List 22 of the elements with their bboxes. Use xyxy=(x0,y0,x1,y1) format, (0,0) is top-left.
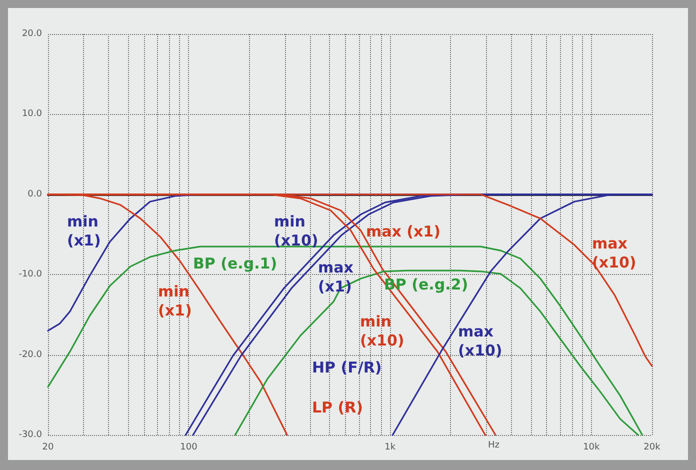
x-tick-label: 10k xyxy=(583,442,601,452)
x-tick-label: 100 xyxy=(180,442,198,452)
x-axis-title: Hz xyxy=(488,440,500,450)
x-tick-label: 20 xyxy=(42,442,54,452)
y-tick-label: 10.0 xyxy=(22,109,42,120)
y-tick-label: -10.0 xyxy=(18,270,42,280)
series-label: max (x10) xyxy=(458,322,502,360)
x-tick-label: 1k xyxy=(384,442,396,452)
series-label: max (x1) xyxy=(366,222,440,240)
annotation: HP (F/R) xyxy=(312,358,382,376)
y-tick-label: 20.0 xyxy=(22,29,42,39)
y-tick-label: -20.0 xyxy=(18,350,42,360)
series-label: min (x1) xyxy=(158,282,192,320)
series-label: min (x10) xyxy=(360,312,404,350)
series-label: BP (e.g.1) xyxy=(193,254,278,272)
x-tick-label: 20k xyxy=(644,442,662,452)
annotation: LP (R) xyxy=(312,398,364,416)
y-tick-label: -30.0 xyxy=(18,430,42,440)
series-label: max (x10) xyxy=(592,234,636,272)
series-label: min (x1) xyxy=(67,212,101,250)
series-label: min (x10) xyxy=(274,212,318,250)
y-tick-label: 0.0 xyxy=(28,189,42,200)
